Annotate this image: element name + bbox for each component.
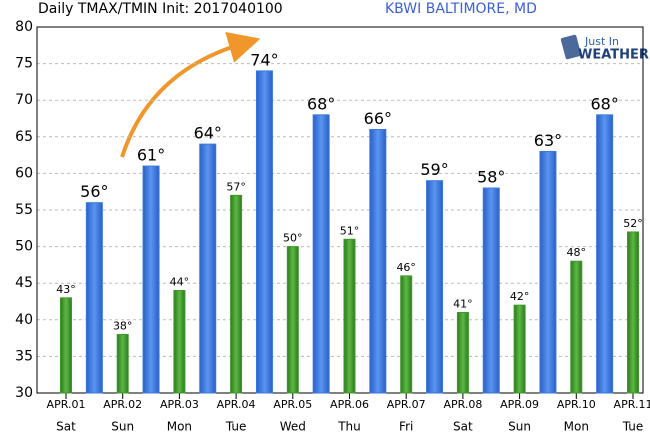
data-label: 57° <box>226 180 246 193</box>
x-tick-label: APR.05 <box>273 398 312 411</box>
logo-text: WEATHER <box>578 48 649 63</box>
x-tick-label: APR.02 <box>103 398 142 411</box>
logo: Just In WEATHER <box>560 34 649 63</box>
y-tick-label: 60 <box>15 165 33 181</box>
data-label: 43° <box>56 283 76 296</box>
weekday-label: Tue <box>622 420 644 434</box>
data-label: 41° <box>453 297 473 310</box>
bar <box>456 311 469 394</box>
y-tick-label: 75 <box>15 56 33 72</box>
logo-text: Just In <box>584 35 619 48</box>
y-tick-label: 40 <box>15 312 33 328</box>
weekday-label: Sun <box>111 420 134 434</box>
data-label: 56° <box>80 182 108 201</box>
weekday-label: Mon <box>564 420 589 434</box>
x-tick-label: APR.04 <box>217 398 256 411</box>
x-tick-label: APR.08 <box>443 398 482 411</box>
bar <box>85 202 103 394</box>
y-tick-label: 30 <box>15 385 33 401</box>
y-tick-label: 70 <box>15 92 33 108</box>
bar <box>312 114 330 394</box>
bar <box>116 333 129 394</box>
weekday-label: Tue <box>225 420 247 434</box>
bar <box>173 290 186 394</box>
bar <box>343 238 356 394</box>
weekday-label: Sun <box>508 420 531 434</box>
weekday-label: Mon <box>167 420 192 434</box>
data-label: 63° <box>534 131 562 150</box>
data-label: 46° <box>396 261 416 274</box>
bar <box>142 165 160 394</box>
data-label: 48° <box>567 246 587 259</box>
data-label: 42° <box>510 290 530 303</box>
y-tick-label: 50 <box>15 239 33 255</box>
y-tick-label: 55 <box>15 202 33 218</box>
plot-frame <box>36 26 644 394</box>
x-tick-label: APR.09 <box>500 398 539 411</box>
data-label: 58° <box>477 168 505 187</box>
data-label: 66° <box>364 109 392 128</box>
bar <box>596 114 614 394</box>
data-label: 38° <box>113 319 133 332</box>
bar <box>627 231 639 394</box>
bar <box>426 180 444 394</box>
bar <box>60 297 72 394</box>
bar <box>513 304 526 394</box>
y-tick-label: 45 <box>15 275 33 291</box>
y-tick-label: 65 <box>15 129 33 145</box>
weekday-label: Sat <box>453 420 473 434</box>
bar <box>230 194 243 394</box>
bar <box>570 260 583 394</box>
x-tick-label: APR.03 <box>160 398 199 411</box>
weekday-label: Sat <box>56 420 76 434</box>
data-label: 68° <box>590 94 618 113</box>
chart-title: Daily TMAX/TMIN Init: 2017040100 <box>38 1 283 17</box>
data-label: 44° <box>170 276 190 289</box>
x-tick-label: APR.01 <box>47 398 86 411</box>
data-label: 52° <box>623 217 643 230</box>
bar <box>255 70 273 394</box>
bar <box>199 143 217 394</box>
bar <box>286 246 299 394</box>
bar <box>539 150 557 394</box>
data-label: 64° <box>194 124 222 143</box>
data-label: 61° <box>137 146 165 165</box>
bar <box>400 275 413 394</box>
weekday-label: Wed <box>280 420 306 434</box>
weekday-label: Fri <box>399 420 413 434</box>
y-tick-label: 80 <box>15 19 33 35</box>
y-tick-label: 35 <box>15 348 33 364</box>
data-label: 50° <box>283 232 303 245</box>
x-tick-label: APR.11 <box>614 398 650 411</box>
x-tick-label: APR.06 <box>330 398 369 411</box>
weekday-label: Thu <box>337 420 361 434</box>
data-label: 74° <box>250 50 278 69</box>
bar <box>369 128 387 394</box>
x-tick-label: APR.10 <box>557 398 596 411</box>
data-label: 51° <box>340 224 360 237</box>
x-tick-label: APR.07 <box>387 398 426 411</box>
data-label: 68° <box>307 94 335 113</box>
chart-subtitle: KBWI BALTIMORE, MD <box>385 1 537 17</box>
bar <box>482 187 500 394</box>
data-label: 59° <box>420 160 448 179</box>
